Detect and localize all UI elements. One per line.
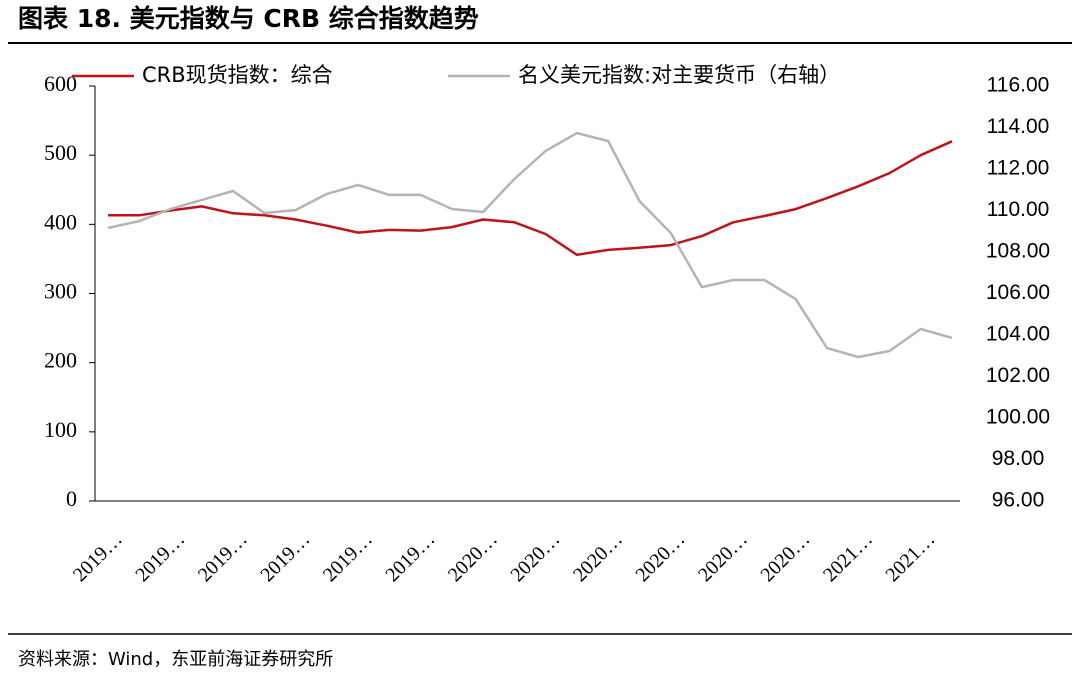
legend-label: 名义美元指数:对主要货币（右轴）: [518, 63, 840, 87]
y2-tick-label: 110.00: [987, 198, 1050, 221]
legend-label: CRB现货指数：综合: [142, 63, 333, 87]
y2-tick-label: 112.00: [987, 157, 1050, 180]
x-tick-label: 2019…: [131, 528, 189, 586]
series-line: [108, 140, 953, 257]
x-tick-label: 2019…: [256, 528, 314, 586]
x-tick-label: 2020…: [506, 528, 564, 586]
y-tick-label: 100: [44, 417, 77, 442]
y-tick-label: 500: [44, 140, 77, 165]
y-tick-label: 600: [44, 71, 77, 96]
series-line: [107, 131, 953, 359]
y-tick-label: 400: [44, 209, 77, 234]
y-tick-label: 0: [66, 486, 77, 511]
y2-tick-label: 98.00: [992, 447, 1045, 470]
y-tick-label: 300: [44, 279, 77, 304]
x-tick-label: 2020…: [444, 528, 502, 586]
x-tick-label: 2020…: [569, 528, 627, 586]
y2-tick-label: 102.00: [986, 364, 1050, 387]
y2-tick-label: 106.00: [986, 281, 1050, 304]
x-tick-label: 2019…: [69, 528, 127, 586]
x-tick-label: 2020…: [694, 528, 752, 586]
chart-title: 图表 18. 美元指数与 CRB 综合指数趋势: [18, 4, 479, 33]
y2-tick-label: 108.00: [986, 240, 1050, 263]
x-tick-label: 2021…: [819, 528, 877, 586]
source: 资料来源：Wind，东亚前海证券研究所: [18, 649, 333, 670]
y2-tick-label: 104.00: [986, 323, 1050, 346]
x-tick-label: 2021…: [882, 528, 940, 586]
x-tick-label: 2020…: [757, 528, 815, 586]
x-tick-label: 2019…: [381, 528, 439, 586]
x-tick-label: 2019…: [319, 528, 377, 586]
x-tick-label: 2019…: [194, 528, 252, 586]
x-tick-label: 2020…: [631, 528, 689, 586]
y2-tick-label: 114.00: [987, 115, 1050, 138]
y2-tick-label: 116.00: [987, 74, 1050, 97]
y2-tick-label: 100.00: [986, 406, 1050, 429]
y2-tick-label: 96.00: [992, 489, 1045, 512]
y-tick-label: 200: [44, 348, 77, 373]
